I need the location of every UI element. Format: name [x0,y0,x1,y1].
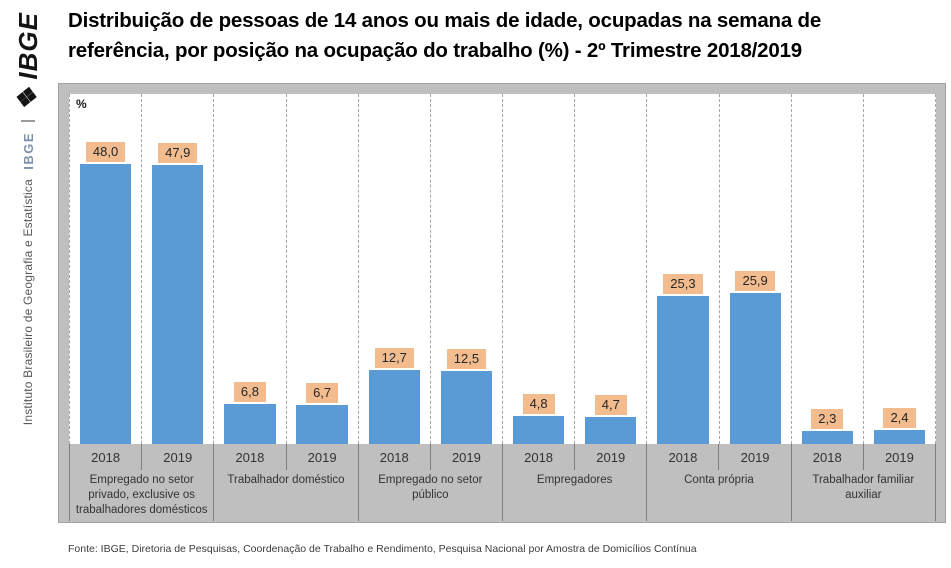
bar-cell: 6,8 [214,94,287,444]
bar-value-label: 47,9 [158,142,198,163]
category-label: Trabalhador familiar auxiliar [812,474,915,501]
bar [152,164,204,444]
page-title: Distribuição de pessoas de 14 anos ou ma… [68,6,948,66]
bar-value-label: 12,7 [374,347,414,368]
axis-group: 2018 2019 Empregado no setor público [359,444,503,521]
axis-group: 2018 2019 Empregadores [503,444,648,521]
bar-value-label: 4,8 [522,394,555,414]
source-note: Fonte: IBGE, Diretoria de Pesquisas, Coo… [68,543,697,555]
bar-value-label: 2,3 [811,408,844,429]
bar-value-label: 25,9 [735,270,775,291]
year-row: 2018 2019 [792,444,935,470]
bars-row: 48,0 47,9 6,8 6,7 12,7 12,5 4,8 4,7 25,3 25,9 2,3 2… [69,94,937,444]
bar [513,416,565,444]
category-label: Empregado no setor privado, exclusive os… [75,474,208,516]
bar-cell: 12,7 [359,94,431,444]
year-row: 2018 2019 [503,444,646,470]
page-title-line1: Distribuição de pessoas de 14 anos ou ma… [68,9,822,32]
bar-cell: 6,7 [287,94,359,444]
year-row: 2018 2019 [214,444,357,470]
year-tick-label: 2018 [359,444,431,470]
year-tick-label: 2019 [596,450,626,465]
bar-cell: 12,5 [431,94,504,444]
bar-value-label: 12,5 [446,349,487,370]
bar-cell: 4,7 [575,94,648,444]
category-label: Conta própria [684,474,754,486]
bar [296,404,348,444]
bar [801,430,853,444]
plot-area: % 48,0 47,9 6,8 6,7 12,7 12,5 4,8 4,7 25,3 25,9 2,… [69,94,937,444]
bar-cell: 2,4 [864,94,937,444]
bar-cell: 25,9 [720,94,792,444]
bar-value-label: 4,7 [594,394,627,415]
bar [657,296,709,444]
ibge-sidebar: ❖IBGE IBGE Instituto Brasileiro de Geogr… [0,0,56,568]
bar-cell: 25,3 [647,94,720,444]
category-label: Empregado no setor público [378,474,483,501]
page-title-line2: referência, por posição na ocupação do t… [68,39,802,62]
brand-divider [21,119,35,122]
axis-group: 2018 2019 Trabalhador doméstico [214,444,359,521]
bar-value-label: 6,8 [233,382,266,403]
year-tick-label: 2018 [70,444,143,470]
bar [729,292,781,444]
bar-cell: 48,0 [70,94,143,444]
year-tick-label: 2018 [503,444,576,470]
bar [224,404,276,444]
bar-cell: 4,8 [503,94,576,444]
year-tick-label: 2018 [214,444,287,470]
ibge-logo-icon: ❖IBGE [12,12,43,111]
category-label: Empregadores [536,474,613,486]
year-tick-label: 2019 [451,450,481,465]
axis-group: 2018 2019 Conta própria [647,444,792,521]
bar-chart: % 48,0 47,9 6,8 6,7 12,7 12,5 4,8 4,7 25,3 25,9 2,… [58,83,946,523]
bar [79,164,132,444]
brand-acronym: IBGE [20,131,36,170]
y-axis-unit-label: % [76,97,87,111]
year-row: 2018 2019 [70,444,213,470]
bar-value-label: 25,3 [663,274,703,295]
year-row: 2018 2019 [359,444,502,470]
axis-group: 2018 2019 Trabalhador familiar auxiliar [792,444,936,521]
bar-cell: 47,9 [142,94,215,444]
bar [368,369,420,444]
x-axis-area: 2018 2019 Empregado no setor privado, excl… [69,444,936,521]
year-row: 2018 2019 [647,444,790,470]
bar-value-label: 6,7 [306,382,339,403]
year-tick-label: 2019 [163,450,193,465]
year-tick-label: 2019 [307,450,337,465]
bar-cell: 2,3 [792,94,864,444]
year-tick-label: 2018 [647,444,720,470]
bar [585,416,637,444]
year-tick-label: 2019 [884,450,914,465]
year-tick-label: 2019 [740,450,770,465]
bar [440,371,493,444]
brand-org-name: Instituto Brasileiro de Geografia e Esta… [21,179,35,426]
bar-value-label: 48,0 [85,142,126,162]
bar [873,430,926,444]
axis-group: 2018 2019 Empregado no setor privado, excl… [70,444,215,521]
category-label: Trabalhador doméstico [227,474,345,486]
bar-value-label: 2,4 [883,408,916,428]
year-tick-label: 2018 [792,444,864,470]
